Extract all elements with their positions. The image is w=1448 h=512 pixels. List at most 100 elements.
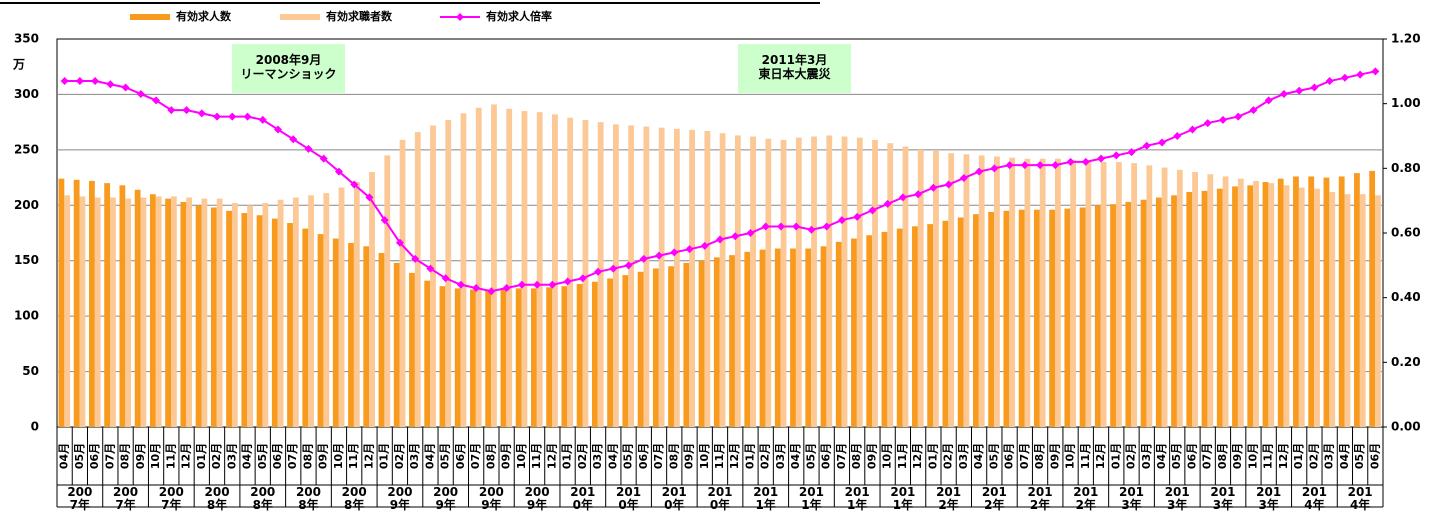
x-tick-label: 12月 bbox=[362, 443, 375, 469]
x-tick-label: 05月 bbox=[73, 443, 86, 469]
marker bbox=[487, 287, 496, 296]
bar bbox=[759, 249, 766, 427]
y2-tick-label: 0.20 bbox=[1391, 355, 1421, 369]
legend-label: 有効求人倍率 bbox=[486, 9, 552, 23]
marker bbox=[700, 241, 709, 250]
bar bbox=[1186, 191, 1193, 427]
x-tick-label: 10月 bbox=[881, 443, 894, 469]
bar bbox=[110, 197, 116, 427]
bar bbox=[1298, 187, 1305, 427]
x-tick-label: 12月 bbox=[180, 443, 193, 469]
bar bbox=[399, 139, 406, 427]
bar bbox=[613, 124, 619, 428]
year-label: 2012年 bbox=[936, 485, 962, 512]
marker bbox=[594, 267, 603, 276]
marker bbox=[167, 106, 176, 115]
bar bbox=[485, 289, 492, 427]
bar bbox=[1176, 169, 1183, 427]
x-tick-label: 09月 bbox=[1048, 443, 1061, 469]
bar bbox=[231, 203, 238, 427]
bar bbox=[1079, 207, 1086, 427]
bar bbox=[978, 155, 985, 427]
year-label: 2012年 bbox=[981, 485, 1007, 512]
bar bbox=[1232, 186, 1238, 427]
x-tick-label: 08月 bbox=[850, 443, 863, 469]
x-tick-label: 11月 bbox=[530, 443, 543, 469]
x-tick-label: 04月 bbox=[1155, 443, 1168, 469]
bar bbox=[1375, 195, 1381, 427]
bar bbox=[262, 203, 269, 427]
year-label: 2007年 bbox=[113, 485, 139, 512]
x-tick-label: 12月 bbox=[728, 443, 741, 469]
year-label: 2011年 bbox=[798, 485, 824, 512]
x-tick-label: 07月 bbox=[1018, 443, 1031, 469]
marker bbox=[959, 174, 968, 183]
marker bbox=[1142, 141, 1151, 150]
marker bbox=[533, 280, 542, 289]
x-tick-label: 01月 bbox=[1292, 443, 1305, 469]
marker bbox=[914, 190, 923, 199]
bar bbox=[1344, 194, 1351, 427]
bar bbox=[140, 197, 147, 427]
bar bbox=[171, 196, 177, 427]
marker bbox=[1127, 148, 1136, 157]
bar bbox=[628, 125, 635, 428]
bar bbox=[89, 180, 95, 427]
marker bbox=[746, 229, 755, 237]
x-tick-label: 01月 bbox=[743, 443, 756, 469]
x-tick-label: 06月 bbox=[1185, 443, 1198, 469]
bar bbox=[1100, 162, 1107, 427]
marker bbox=[776, 222, 785, 231]
marker bbox=[716, 235, 724, 244]
bar bbox=[881, 231, 888, 427]
bar bbox=[1253, 180, 1259, 427]
marker bbox=[1295, 86, 1304, 95]
year-label: 2011年 bbox=[890, 485, 916, 512]
bar bbox=[277, 199, 284, 427]
bar bbox=[637, 271, 644, 427]
x-tick-label: 06月 bbox=[1003, 443, 1016, 469]
bar bbox=[247, 205, 254, 427]
year-label: 2010年 bbox=[707, 485, 733, 512]
x-tick-label: 01月 bbox=[195, 443, 208, 469]
bar bbox=[1247, 185, 1254, 427]
bar bbox=[805, 248, 812, 427]
marker bbox=[304, 144, 313, 153]
bar bbox=[866, 235, 873, 427]
bar bbox=[241, 213, 248, 427]
year-label: 2013年 bbox=[1118, 485, 1145, 512]
bar bbox=[1033, 209, 1040, 427]
year-label: 2008年 bbox=[295, 485, 321, 512]
x-tick-label: 06月 bbox=[454, 443, 467, 469]
bar bbox=[1024, 158, 1031, 427]
bar bbox=[591, 281, 598, 427]
legend-swatch bbox=[280, 14, 320, 20]
bar bbox=[317, 234, 324, 427]
marker bbox=[121, 83, 130, 92]
bar bbox=[750, 136, 756, 427]
x-tick-label: 12月 bbox=[1277, 443, 1290, 469]
marker bbox=[655, 251, 664, 260]
bar bbox=[531, 288, 537, 427]
annotation-line: 東日本大震災 bbox=[758, 67, 831, 81]
x-tick-label: 08月 bbox=[667, 443, 680, 469]
bar bbox=[942, 220, 949, 427]
bar bbox=[994, 156, 1000, 427]
year-label: 2013年 bbox=[1164, 485, 1190, 512]
x-tick-label: 05月 bbox=[987, 443, 1000, 469]
bar bbox=[973, 214, 979, 427]
bar bbox=[607, 278, 614, 427]
bar bbox=[363, 246, 370, 427]
bar bbox=[1329, 191, 1336, 427]
x-tick-label: 02月 bbox=[1125, 443, 1138, 469]
bar bbox=[546, 287, 553, 427]
x-tick-label: 04月 bbox=[1338, 443, 1351, 469]
x-tick-label: 07月 bbox=[286, 443, 299, 469]
marker bbox=[868, 206, 877, 215]
marker bbox=[685, 245, 694, 254]
marker bbox=[1279, 89, 1288, 98]
marker bbox=[792, 222, 801, 231]
bar bbox=[1003, 210, 1010, 427]
x-tick-label: 01月 bbox=[378, 443, 391, 469]
